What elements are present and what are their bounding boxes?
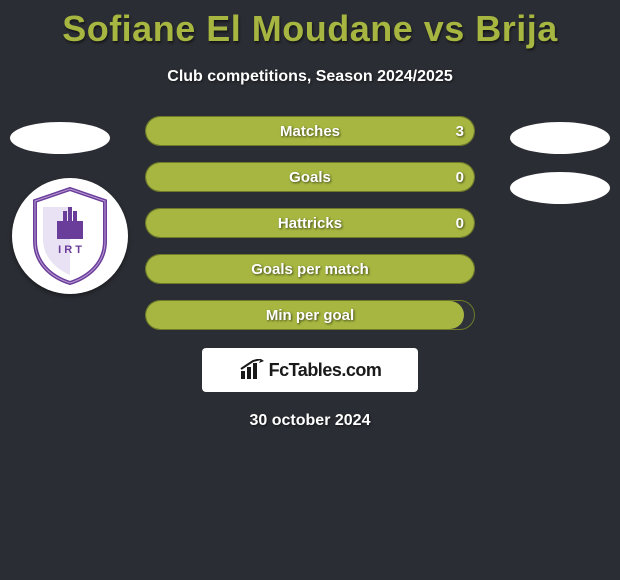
stat-right-value: 0: [456, 169, 464, 186]
date-text: 30 october 2024: [0, 412, 620, 430]
subtitle: Club competitions, Season 2024/2025: [0, 68, 620, 86]
stat-label: Min per goal: [146, 307, 474, 324]
stat-right-value: 0: [456, 215, 464, 232]
stat-bar-goals: Goals 0: [145, 162, 475, 192]
stat-label: Goals: [146, 169, 474, 186]
stat-label: Hattricks: [146, 215, 474, 232]
stat-bar-matches: Matches 3: [145, 116, 475, 146]
stat-bar-min-per-goal: Min per goal: [145, 300, 475, 330]
stat-bar-goals-per-match: Goals per match: [145, 254, 475, 284]
stat-label: Matches: [146, 123, 474, 140]
chart-icon: [239, 359, 265, 381]
stat-right-value: 3: [456, 123, 464, 140]
branding-text: FcTables.com: [269, 360, 382, 381]
stat-bars: Matches 3 Goals 0 Hattricks 0 Goals per …: [145, 116, 475, 330]
page-title: Sofiane El Moudane vs Brija: [0, 0, 620, 50]
stats-section: Matches 3 Goals 0 Hattricks 0 Goals per …: [0, 116, 620, 430]
branding-badge: FcTables.com: [202, 348, 418, 392]
stat-label: Goals per match: [146, 261, 474, 278]
stat-bar-hattricks: Hattricks 0: [145, 208, 475, 238]
